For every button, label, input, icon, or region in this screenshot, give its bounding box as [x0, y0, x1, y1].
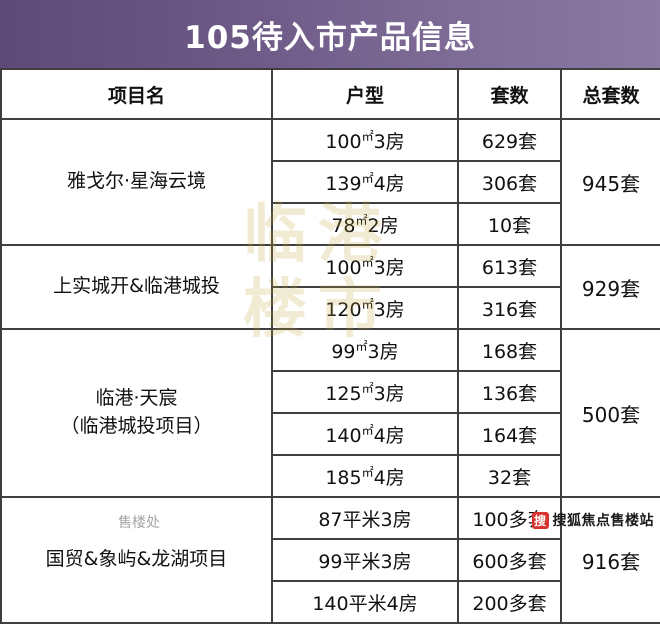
- unit-type: 120㎡3房: [271, 286, 459, 330]
- unit-rooms: 4房: [373, 172, 405, 195]
- unit-type: 87平米3房: [271, 496, 459, 540]
- table-row: 上实城开&临港城投 100㎡3房 613套 929套: [0, 244, 660, 330]
- unit-area: 100: [325, 256, 362, 279]
- unit-count: 32套: [457, 454, 562, 498]
- title-bar: 105待入市产品信息: [0, 0, 660, 68]
- unit-rooms: 3房: [367, 340, 399, 363]
- column-header-project: 项目名: [0, 68, 273, 120]
- unit-type: 99平米3房: [271, 538, 459, 582]
- unit-measure: ㎡: [361, 465, 374, 480]
- unit-rooms: 3房: [380, 508, 412, 531]
- column-header-total: 总套数: [560, 68, 660, 120]
- unit-type: 185㎡4房: [271, 454, 459, 498]
- unit-measure: ㎡: [361, 255, 374, 270]
- unit-type: 140平米4房: [271, 580, 459, 624]
- table-row: 185㎡4房 32套: [1, 454, 660, 498]
- unit-rooms: 4房: [386, 592, 418, 615]
- unit-measure: ㎡: [361, 297, 374, 312]
- unit-measure: 平米: [342, 508, 381, 531]
- unit-count: 10套: [457, 202, 562, 246]
- unit-measure: ㎡: [361, 381, 374, 396]
- column-header-count: 套数: [457, 68, 562, 120]
- unit-type: 99㎡3房: [271, 328, 459, 372]
- unit-area: 125: [325, 382, 362, 405]
- unit-count: 200多套: [457, 580, 562, 624]
- project-total: 929套: [560, 244, 660, 330]
- unit-area: 99: [318, 550, 343, 573]
- table-row: 139㎡4房 306套: [1, 160, 660, 204]
- table-row: 78㎡2房 10套: [1, 202, 660, 246]
- project-name: 临港·天宸 （临港城投项目）: [0, 328, 273, 498]
- unit-count: 600多套: [457, 538, 562, 582]
- project-name: 上实城开&临港城投: [0, 244, 273, 330]
- unit-type: 100㎡3房: [271, 118, 459, 162]
- unit-area: 100: [325, 130, 362, 153]
- unit-rooms: 4房: [373, 424, 405, 447]
- column-header-unit-type: 户型: [271, 68, 459, 120]
- site-watermark-text: 搜狐焦点售楼站: [552, 513, 654, 529]
- unit-rooms: 4房: [373, 466, 405, 489]
- product-info-table: 项目名 户型 套数 总套数 雅戈尔·星海云境 100㎡3房 629套 945套 …: [0, 68, 660, 624]
- unit-measure: 平米: [342, 550, 381, 573]
- unit-rooms: 3房: [373, 130, 405, 153]
- unit-rooms: 2房: [367, 214, 399, 237]
- unit-measure: ㎡: [361, 129, 374, 144]
- site-watermark: 搜 搜狐焦点售楼站: [531, 510, 655, 530]
- table-row: 125㎡3房 136套: [1, 370, 660, 414]
- unit-count: 306套: [457, 160, 562, 204]
- unit-rooms: 3房: [380, 550, 412, 573]
- table-row: 140㎡4房 164套: [1, 412, 660, 456]
- unit-area: 139: [325, 172, 362, 195]
- sohu-badge-icon: 搜: [531, 511, 549, 529]
- unit-area: 120: [325, 298, 362, 321]
- page-title: 105待入市产品信息: [184, 19, 476, 56]
- unit-type: 100㎡3房: [271, 244, 459, 288]
- unit-rooms: 3房: [373, 298, 405, 321]
- unit-rooms: 3房: [373, 382, 405, 405]
- table-row: 120㎡3房 316套: [1, 286, 660, 330]
- unit-measure: ㎡: [355, 213, 368, 228]
- unit-count: 164套: [457, 412, 562, 456]
- table-header-row: 项目名 户型 套数 总套数: [0, 68, 660, 120]
- unit-count: 136套: [457, 370, 562, 414]
- unit-area: 185: [325, 466, 362, 489]
- project-total: 945套: [560, 118, 660, 246]
- unit-type: 139㎡4房: [271, 160, 459, 204]
- unit-area: 140: [312, 592, 349, 615]
- unit-measure: ㎡: [361, 423, 374, 438]
- unit-count: 629套: [457, 118, 562, 162]
- unit-count: 168套: [457, 328, 562, 372]
- unit-measure: 平米: [348, 592, 387, 615]
- table-row: 临港·天宸 （临港城投项目） 99㎡3房 168套 500套: [0, 328, 660, 498]
- unit-type: 78㎡2房: [271, 202, 459, 246]
- project-name: 雅戈尔·星海云境: [0, 118, 273, 246]
- unit-count: 613套: [457, 244, 562, 288]
- unit-rooms: 3房: [373, 256, 405, 279]
- project-total: 500套: [560, 328, 660, 498]
- unit-area: 87: [318, 508, 343, 531]
- ghost-text: 售楼处: [118, 515, 160, 531]
- table-row: 雅戈尔·星海云境 100㎡3房 629套 945套: [0, 118, 660, 246]
- unit-measure: ㎡: [361, 171, 374, 186]
- unit-type: 125㎡3房: [271, 370, 459, 414]
- unit-measure: ㎡: [355, 339, 368, 354]
- project-name-line1: 临港·天宸: [95, 387, 178, 410]
- unit-area: 99: [331, 340, 356, 363]
- project-name-line2: （临港城投项目）: [60, 415, 213, 437]
- unit-count: 316套: [457, 286, 562, 330]
- unit-type: 140㎡4房: [271, 412, 459, 456]
- unit-area: 140: [325, 424, 362, 447]
- unit-area: 78: [331, 214, 356, 237]
